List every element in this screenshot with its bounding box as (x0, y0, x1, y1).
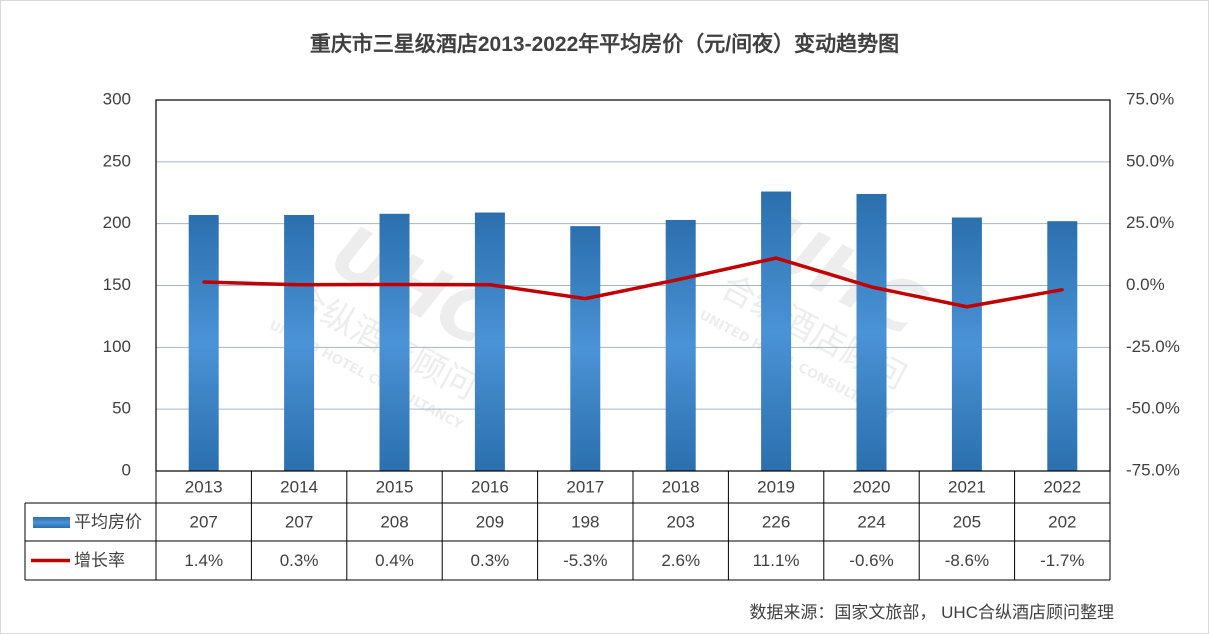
y-right-tick-label: 0.0% (1126, 275, 1165, 294)
x-tick-label: 2018 (662, 477, 700, 496)
bar (284, 215, 315, 471)
data-label: 0.3% (280, 551, 319, 570)
legend-bar-swatch (33, 517, 70, 528)
bar (665, 219, 696, 471)
bar (951, 217, 982, 471)
legend-bar-label: 平均房价 (74, 512, 142, 531)
bar (379, 213, 410, 472)
y-left-tick-label: 0 (122, 460, 131, 479)
y-right-tick-label: -25.0% (1126, 337, 1180, 356)
data-label: 205 (953, 512, 981, 531)
bar (856, 193, 887, 471)
data-label: -8.6% (945, 551, 989, 570)
data-label: 202 (1048, 512, 1076, 531)
y-left-tick-label: 200 (103, 213, 131, 232)
data-label: 203 (667, 512, 695, 531)
data-label: 224 (857, 512, 885, 531)
line-point (202, 280, 206, 284)
y-right-tick-label: -75.0% (1126, 460, 1180, 479)
x-tick-label: 2020 (853, 477, 891, 496)
axes: 0 50 100 150 200 250 300 -75.0% -50.0% -25.0% 0.0%… (103, 89, 1180, 479)
data-label: 207 (190, 512, 218, 531)
bar-series (188, 191, 1078, 472)
line-series (202, 256, 1064, 309)
source-note: 数据来源：国家文旅部， UHC合纵酒店顾问整理 (749, 603, 1114, 622)
bar (570, 226, 601, 471)
data-table: 2013 2014 2015 2016 2017 2018 2019 2020 2021 2022… (24, 471, 1111, 581)
line-point (679, 277, 683, 281)
data-label: -1.7% (1040, 551, 1084, 570)
y-left-tick-label: 50 (112, 399, 131, 418)
bar (474, 212, 505, 471)
line-point (488, 283, 492, 287)
data-label: 209 (476, 512, 504, 531)
data-label: 198 (571, 512, 599, 531)
x-tick-label: 2014 (280, 477, 318, 496)
y-left-tick-label: 250 (103, 151, 131, 170)
y-right-tick-label: -50.0% (1126, 399, 1180, 418)
y-right-tick-label: 25.0% (1126, 213, 1174, 232)
data-label: 11.1% (753, 551, 800, 570)
line-point (870, 285, 873, 289)
legend-line-label: 增长率 (74, 551, 125, 570)
x-tick-label: 2017 (566, 477, 604, 496)
bar (1047, 221, 1078, 471)
line-point (393, 283, 396, 287)
data-label: 2.6% (661, 551, 700, 570)
growth-line (203, 256, 1063, 309)
data-label: 226 (762, 512, 790, 531)
x-tick-label: 2015 (376, 477, 414, 496)
y-right-tick-label: 75.0% (1126, 89, 1174, 108)
x-tick-label: 2013 (185, 477, 223, 496)
x-tick-label: 2016 (471, 477, 509, 496)
data-label: -5.3% (563, 551, 607, 570)
y-right-tick-label: 50.0% (1126, 151, 1174, 170)
data-label: 207 (285, 512, 313, 531)
data-label: 0.4% (375, 551, 414, 570)
chart-title: 重庆市三星级酒店2013-2022年平均房价（元/间夜）变动趋势图 (309, 33, 900, 56)
x-tick-label: 2019 (757, 477, 795, 496)
data-label: 0.3% (471, 551, 510, 570)
line-point (583, 297, 587, 301)
y-left-tick-label: 150 (103, 275, 131, 294)
x-tick-label: 2021 (948, 477, 986, 496)
line-point (1060, 288, 1064, 292)
y-left-tick-label: 300 (103, 89, 131, 108)
data-label: 208 (380, 512, 408, 531)
bar (188, 215, 219, 471)
line-point (297, 283, 301, 287)
data-label: -0.6% (849, 551, 893, 570)
y-left-tick-label: 100 (103, 337, 131, 356)
bar (761, 191, 792, 471)
x-tick-label: 2022 (1043, 477, 1081, 496)
line-point (965, 305, 969, 309)
line-point (774, 256, 778, 260)
data-label: 1.4% (184, 551, 223, 570)
